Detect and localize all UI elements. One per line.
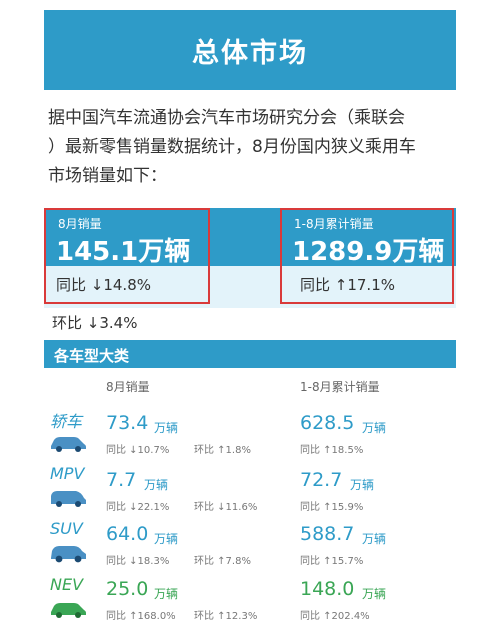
page-title: 总体市场 [192, 37, 308, 69]
august-mom: 环比 ↑12.3% [194, 611, 258, 622]
august-value: 25.0 [106, 578, 149, 600]
row-type-label: MPV [50, 464, 85, 483]
unit-label: 万辆 [362, 532, 387, 546]
unit-label: 万辆 [154, 532, 179, 546]
unit-label: 万辆 [144, 478, 169, 492]
unit-label: 万辆 [154, 587, 179, 601]
august-mom: 环比 ↓11.6% [194, 502, 258, 513]
august-yoy: 同比 ↓18.3% [106, 556, 170, 567]
category-title: 各车型大类 [54, 347, 130, 365]
column-header-august: 8月销量 [106, 380, 150, 394]
unit-label: 万辆 [154, 421, 179, 435]
car-nev-icon [51, 603, 86, 618]
ytd-value: 148.0 [300, 578, 355, 600]
ytd-sales-yoy: 同比 ↑17.1% [300, 276, 395, 294]
august-sales-value: 145.1万辆 [56, 237, 191, 267]
august-sales-yoy: 同比 ↓14.8% [56, 276, 151, 294]
ytd-sales-label: 1-8月累计销量 [294, 217, 374, 231]
car-sedan-icon [51, 437, 86, 452]
august-yoy: 同比 ↓10.7% [106, 445, 170, 456]
ytd-sales-value: 1289.9万辆 [292, 237, 445, 267]
august-sales-box: 8月销量 145.1万辆 同比 ↓14.8% [44, 208, 210, 304]
august-value: 7.7 [106, 469, 137, 491]
intro-line-3: 市场销量如下： [48, 166, 167, 186]
category-bar: 各车型大类 [44, 340, 456, 368]
unit-label: 万辆 [362, 421, 387, 435]
august-yoy: 同比 ↑168.0% [106, 611, 176, 622]
ytd-value: 72.7 [300, 469, 343, 491]
ytd-sales-box: 1-8月累计销量 1289.9万辆 同比 ↑17.1% [280, 208, 454, 304]
august-mom: 环比 ↓3.4% [52, 314, 138, 332]
ytd-yoy: 同比 ↑15.9% [300, 502, 364, 513]
ytd-yoy: 同比 ↑15.7% [300, 556, 364, 567]
row-type-label: SUV [50, 519, 83, 538]
sales-band-top [44, 208, 456, 266]
august-yoy: 同比 ↓22.1% [106, 502, 170, 513]
article-page: 总体市场 据中国汽车流通协会汽车市场研究分会（乘联会 ）最新零售销量数据统计，8… [44, 10, 456, 628]
august-value: 73.4 [106, 412, 149, 434]
unit-label: 万辆 [350, 478, 375, 492]
section-header: 总体市场 [44, 10, 456, 90]
august-mom: 环比 ↑7.8% [194, 556, 251, 567]
column-header-ytd: 1-8月累计销量 [300, 380, 380, 394]
ytd-yoy: 同比 ↑18.5% [300, 445, 364, 456]
ytd-value: 588.7 [300, 523, 355, 545]
sales-summary-band: 8月销量 145.1万辆 同比 ↓14.8% 1-8月累计销量 1289.9万辆… [44, 208, 456, 308]
car-suv-icon [51, 546, 86, 563]
intro-paragraph: 据中国汽车流通协会汽车市场研究分会（乘联会 ）最新零售销量数据统计，8月份国内狭… [48, 104, 452, 191]
ytd-yoy: 同比 ↑202.4% [300, 611, 370, 622]
intro-line-2: ）最新零售销量数据统计，8月份国内狭义乘用车 [48, 137, 416, 157]
august-mom: 环比 ↑1.8% [194, 445, 251, 456]
row-type-label: NEV [50, 575, 84, 594]
unit-label: 万辆 [362, 587, 387, 601]
intro-line-1: 据中国汽车流通协会汽车市场研究分会（乘联会 [48, 108, 405, 128]
august-sales-label: 8月销量 [58, 217, 102, 231]
car-mpv-icon [51, 491, 86, 507]
august-value: 64.0 [106, 523, 149, 545]
row-type-label: 轿车 [50, 412, 83, 431]
ytd-value: 628.5 [300, 412, 355, 434]
